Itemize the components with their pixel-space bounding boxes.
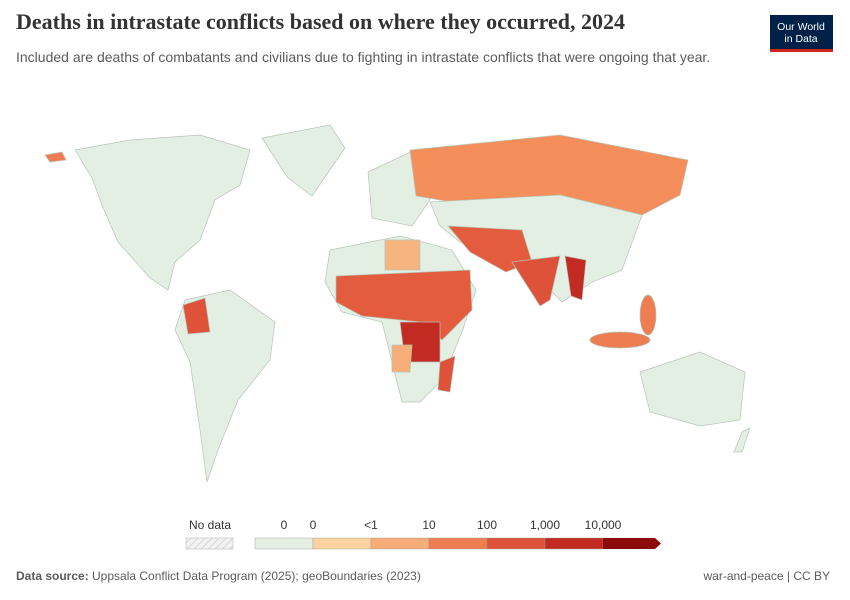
legend-tick-label: 100 (477, 518, 497, 532)
indonesia[interactable] (589, 331, 651, 349)
india[interactable] (511, 255, 561, 307)
legend-tick-label: <1 (364, 518, 378, 532)
legend-tick-label: 0 (310, 518, 317, 532)
source: Uppsala Conflict Data Program (2025); ge… (92, 569, 421, 583)
legend-bin[interactable] (370, 537, 430, 550)
mozambique[interactable] (437, 355, 456, 393)
title: Deaths in intrastate conflicts based on … (16, 9, 625, 34)
legend-bin[interactable] (544, 537, 604, 550)
south-america[interactable] (174, 289, 276, 483)
alaska-region[interactable] (44, 151, 67, 163)
legend-bin[interactable] (603, 538, 661, 549)
subtitle: Included are deaths of combatants and ci… (16, 49, 711, 65)
legend-tick-label: 0 (281, 518, 288, 532)
australia[interactable] (639, 351, 746, 427)
map (44, 124, 751, 483)
logo-text: Our World (777, 21, 825, 33)
legend: 0 0 <1 10 100 1,000 10,000 (254, 518, 661, 550)
logo-text: in Data (784, 33, 817, 45)
subtitle-box: Included are deaths of combatants and ci… (16, 49, 711, 65)
new-zealand[interactable] (733, 427, 751, 453)
legend-bin[interactable] (428, 537, 488, 550)
source-label: Data source: (16, 569, 89, 583)
philippines[interactable] (639, 294, 657, 336)
license: war-and-peace | CC BY (702, 569, 830, 583)
logo-box (770, 15, 833, 52)
myanmar[interactable] (564, 255, 587, 301)
legend-tick-label: 1,000 (530, 518, 560, 532)
angola[interactable] (391, 344, 413, 373)
colombia[interactable] (182, 297, 211, 335)
legend-tick-label: 10,000 (585, 518, 622, 532)
libya[interactable] (384, 239, 421, 271)
north-america[interactable] (74, 134, 251, 291)
no-data-swatch[interactable] (185, 537, 234, 550)
asia[interactable] (429, 194, 643, 303)
legend-bin[interactable] (254, 537, 314, 550)
greenland[interactable] (261, 124, 346, 197)
logo[interactable]: Our World in Data (770, 15, 833, 52)
legend-bin[interactable] (312, 537, 372, 550)
legend-bin[interactable] (486, 537, 546, 550)
logo-bar (770, 49, 833, 52)
legend-tick-label: 10 (422, 518, 436, 532)
no-data-label: No data (189, 518, 231, 532)
